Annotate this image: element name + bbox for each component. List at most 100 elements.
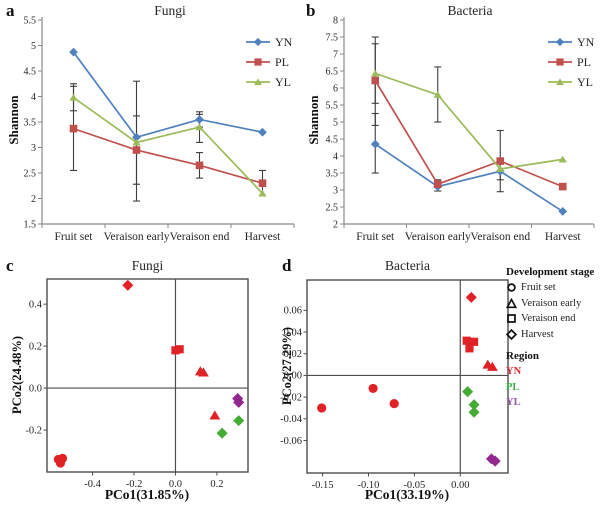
diamond-marker bbox=[195, 115, 204, 124]
series-line bbox=[72, 51, 263, 139]
y-tick-label: -0.2 bbox=[25, 425, 42, 436]
y-tick-label: -0.02 bbox=[280, 392, 302, 403]
y-tick-label: 6 bbox=[333, 83, 338, 94]
y-tick-label: 7 bbox=[333, 49, 338, 60]
panel-b-letter: b bbox=[306, 1, 316, 20]
x-category-label: Harvest bbox=[545, 231, 582, 243]
panel-a-letter: a bbox=[6, 1, 15, 20]
x-category-label: Veraison end bbox=[170, 231, 230, 243]
triangle-marker bbox=[496, 165, 505, 173]
triangle-marker bbox=[556, 78, 564, 85]
diamond-marker bbox=[370, 139, 380, 149]
legend-series-label: YL bbox=[275, 75, 291, 89]
triangle-marker bbox=[132, 138, 141, 146]
square-marker bbox=[558, 182, 567, 191]
square-marker bbox=[195, 161, 204, 170]
x-category-label: Harvest bbox=[245, 231, 282, 243]
triangle-marker bbox=[209, 410, 221, 420]
y-tick-label: 0.2 bbox=[29, 341, 42, 352]
legend-region-pl: PL bbox=[506, 381, 520, 393]
triangle-marker bbox=[371, 69, 380, 77]
square-marker bbox=[171, 346, 180, 355]
y-tick-label: 0.06 bbox=[284, 306, 302, 317]
y-tick-label: 4 bbox=[31, 92, 36, 103]
diamond-marker bbox=[69, 47, 78, 57]
legend-series-label: PL bbox=[275, 55, 289, 69]
legend-item-fruit-set: Fruit set bbox=[506, 280, 600, 296]
y-tick-label: 2 bbox=[31, 194, 36, 205]
series-YN bbox=[69, 47, 267, 142]
x-category-label: Fruit set bbox=[356, 231, 395, 243]
error-bars bbox=[371, 36, 504, 193]
axes: -0.4 -0.2 0.0 0.2 -0.2 0.0 0.2 0.4 bbox=[25, 278, 249, 490]
legend-item-veraison-early: Veraison early bbox=[506, 296, 600, 312]
diamond-marker bbox=[465, 291, 477, 303]
y-tick-label: 1.5 bbox=[24, 219, 37, 230]
bacteria-shannon-chart: 2 2.5 3 3.5 4 4.5 5 5.5 6 6.5 7 7.5 8 Fruit set Verais… bbox=[326, 15, 595, 243]
y-tick-label: 0.4 bbox=[29, 299, 43, 310]
square-marker bbox=[465, 344, 474, 353]
series-line bbox=[374, 72, 563, 170]
x-tick-label: -0.15 bbox=[312, 480, 334, 491]
legend-item-label: Fruit set bbox=[521, 282, 556, 294]
series-YL bbox=[371, 69, 567, 173]
error-bars bbox=[70, 80, 266, 202]
axes: 2 2.5 3 3.5 4 4.5 5 5.5 6 6.5 7 7.5 8 Fruit set Verais… bbox=[326, 15, 595, 243]
circle-marker bbox=[317, 403, 327, 413]
legend-region-yn: YN bbox=[506, 366, 522, 377]
square-marker bbox=[433, 180, 442, 189]
y-tick-label: 4.5 bbox=[24, 66, 37, 77]
y-tick-label: 3 bbox=[31, 143, 36, 154]
circle-marker bbox=[389, 399, 399, 409]
y-tick-label: 0.00 bbox=[284, 371, 302, 382]
y-tick-label: 5 bbox=[333, 117, 338, 128]
circle-marker bbox=[368, 383, 378, 394]
y-tick-label: 0.02 bbox=[284, 349, 302, 360]
series-YL bbox=[69, 93, 267, 197]
chart-legend: YN PL YL bbox=[246, 35, 293, 89]
x-category-label: Veraison end bbox=[470, 231, 530, 243]
triangle-marker bbox=[558, 155, 567, 163]
triangle-marker bbox=[433, 91, 442, 98]
y-tick-label: 7.5 bbox=[326, 32, 339, 43]
panel-a-title: Fungi bbox=[154, 3, 186, 18]
y-tick-label: 3 bbox=[333, 185, 338, 196]
triangle-marker bbox=[198, 367, 209, 377]
diamond-marker bbox=[233, 396, 245, 408]
square-marker bbox=[254, 58, 262, 66]
y-tick-label: 5.5 bbox=[326, 100, 339, 111]
y-tick-label: 2 bbox=[333, 219, 338, 230]
legend-item-veraison-end: Veraison end bbox=[506, 311, 600, 327]
circle-marker bbox=[55, 458, 66, 468]
legend-item-harvest: Harvest bbox=[506, 327, 600, 343]
series-line bbox=[73, 127, 263, 185]
x-tick-label: -0.4 bbox=[84, 479, 101, 490]
square-marker bbox=[469, 337, 479, 346]
square-marker bbox=[132, 146, 141, 154]
x-tick-label: 0.0 bbox=[169, 479, 182, 490]
legend-region-header: Region bbox=[506, 350, 539, 362]
series-line bbox=[374, 80, 564, 188]
plot-box bbox=[46, 278, 249, 473]
diamond-marker bbox=[258, 127, 267, 137]
chart-legend: YN PL YL bbox=[548, 35, 595, 89]
diamond-marker bbox=[132, 132, 141, 142]
x-category-label: Veraison early bbox=[103, 231, 169, 243]
square-marker bbox=[371, 76, 380, 85]
square-marker bbox=[556, 58, 564, 66]
figure-legend: Development stage Fruit set Veraison ear… bbox=[506, 266, 600, 411]
y-tick-label: 0.0 bbox=[29, 383, 42, 394]
x-tick-label: -0.2 bbox=[126, 479, 143, 490]
legend-stage-header: Development stage bbox=[506, 266, 595, 278]
fungi-pcoa-chart: -0.4 -0.2 0.0 0.2 -0.2 0.0 0.2 0.4 bbox=[25, 278, 249, 490]
diamond-marker bbox=[462, 386, 474, 398]
square-marker bbox=[175, 345, 184, 354]
triangle-marker bbox=[69, 93, 78, 101]
diamond-marker bbox=[233, 415, 245, 427]
triangle-marker bbox=[195, 123, 204, 131]
y-tick-label: 5.5 bbox=[24, 15, 37, 26]
data-points bbox=[317, 291, 501, 467]
series-PL bbox=[371, 76, 567, 191]
panel-d-letter: d bbox=[282, 256, 292, 275]
